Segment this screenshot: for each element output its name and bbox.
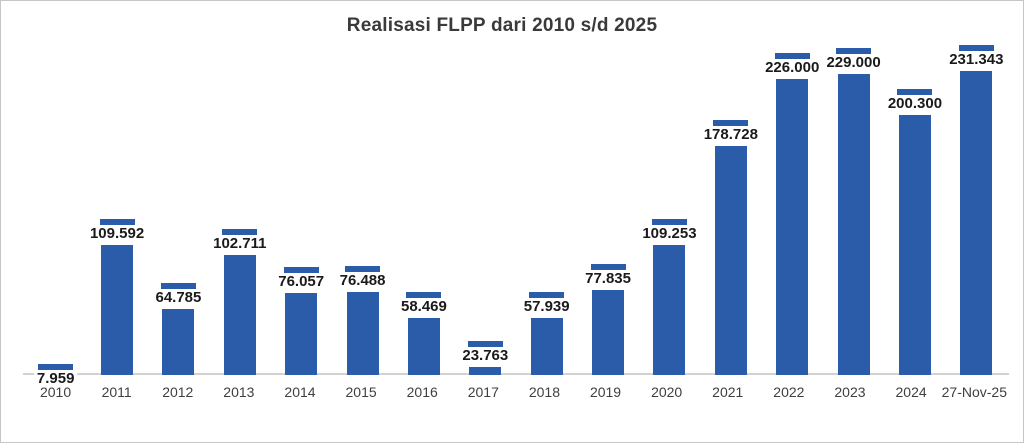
- value-label: 76.488: [336, 272, 389, 289]
- bar-column: 109.592: [86, 45, 148, 375]
- bar-column: 23.763: [455, 45, 516, 375]
- value-label: 109.592: [86, 225, 148, 242]
- bar-column: 58.469: [393, 45, 454, 375]
- x-axis-tick-label: 2015: [345, 384, 377, 400]
- bar: [714, 146, 747, 375]
- x-axis-tick-label: 2024: [895, 384, 927, 400]
- bar: [960, 71, 993, 375]
- bar: [898, 115, 931, 375]
- bar-cap: [774, 52, 810, 59]
- value-label: 23.763: [459, 348, 512, 365]
- bar-cap: [160, 282, 196, 289]
- value-label: 76.057: [275, 273, 328, 290]
- x-axis-tick-label: 2016: [406, 384, 438, 400]
- x-axis-tick-label: 2018: [528, 384, 560, 400]
- bar-cap: [836, 48, 872, 55]
- bar-cap: [406, 291, 442, 298]
- bar-cap: [958, 45, 994, 51]
- bar-column: 109.253: [639, 45, 700, 375]
- bar-cap: [897, 89, 933, 96]
- bar: [346, 291, 379, 375]
- plot-area: 7.959 109.592 64.785 102.711 76.057 76.488 58.…: [23, 45, 1009, 387]
- bar: [285, 292, 318, 375]
- bar: [223, 254, 256, 375]
- value-label: 57.939: [520, 299, 573, 316]
- bar: [407, 317, 440, 375]
- bar-column: 76.057: [271, 45, 332, 375]
- bar-column: 102.711: [209, 45, 270, 375]
- bar-column: 229.000: [823, 45, 884, 375]
- bar: [469, 367, 502, 375]
- bar-cap: [590, 263, 626, 270]
- bar-cap: [713, 120, 749, 127]
- x-axis-tick-label: 2023: [834, 384, 866, 400]
- bar-column: 178.728: [700, 45, 761, 375]
- bar-cap: [529, 292, 565, 299]
- bar: [592, 289, 625, 375]
- x-axis-tick-label: 2014: [284, 384, 316, 400]
- bar-column: 7.959: [25, 45, 86, 387]
- bar-cap: [222, 228, 258, 235]
- x-axis-tick-label: 2011: [101, 384, 132, 400]
- bar-cap: [38, 363, 74, 370]
- bar: [101, 244, 134, 375]
- bar-column: 77.835: [577, 45, 638, 375]
- x-axis-tick-label: 2019: [589, 384, 622, 400]
- x-axis-tick-label: 27-Nov-25: [941, 384, 1008, 400]
- x-axis-labels: 2010 2011 2012 2013 2014 2015 2016 2017 2018 2019…: [25, 384, 1007, 402]
- x-axis-tick-label: 2022: [773, 384, 805, 400]
- x-axis-tick-label: 2010: [39, 384, 72, 400]
- bar: [530, 318, 563, 375]
- value-label: 178.728: [700, 127, 761, 144]
- bar-column: 226.000: [762, 45, 823, 375]
- bar-column: 64.785: [148, 45, 209, 375]
- x-axis-tick-label: 2017: [467, 384, 499, 400]
- value-label: 102.711: [210, 235, 270, 252]
- value-label: 231.343: [946, 52, 1007, 68]
- bar-cap: [651, 219, 687, 226]
- value-label: 64.785: [152, 289, 205, 306]
- bar: [837, 74, 870, 375]
- bar-column: 231.343: [946, 45, 1007, 375]
- bar-column: 57.939: [516, 45, 577, 375]
- x-axis-tick-label: 2013: [223, 384, 255, 400]
- value-label: 200.300: [884, 96, 946, 113]
- bar: [653, 245, 686, 375]
- x-axis-tick-label: 2012: [162, 384, 194, 400]
- bar-column: 76.488: [332, 45, 393, 375]
- bar-cap: [345, 265, 381, 272]
- x-axis-tick-label: 2021: [712, 384, 744, 400]
- bar-cap: [467, 341, 503, 348]
- chart-title: Realisasi FLPP dari 2010 s/d 2025: [346, 15, 658, 36]
- value-label: 109.253: [639, 226, 700, 243]
- value-label: 77.835: [582, 270, 635, 287]
- value-label: 58.469: [397, 298, 450, 315]
- x-axis-line: [23, 373, 1009, 375]
- value-label: 7.959: [33, 370, 78, 387]
- bar-column: 200.300: [884, 45, 946, 375]
- value-label: 226.000: [762, 59, 823, 76]
- bar-cap: [283, 266, 319, 273]
- bar: [776, 78, 809, 375]
- bar: [162, 308, 195, 375]
- x-axis-tick-label: 2020: [651, 384, 683, 400]
- bar-cap: [99, 218, 135, 225]
- value-label: 229.000: [823, 55, 884, 72]
